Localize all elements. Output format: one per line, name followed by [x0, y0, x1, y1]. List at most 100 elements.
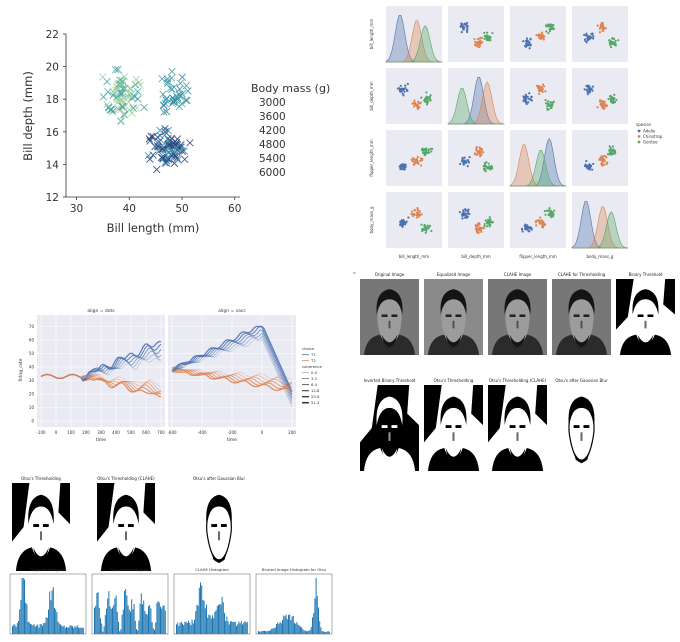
- pairplot-point: [483, 37, 486, 40]
- histogram-bar: [149, 605, 151, 634]
- histogram-bar: [109, 606, 111, 634]
- pairplot-point: [419, 101, 422, 104]
- histogram-bar: [182, 623, 183, 634]
- lineplot-x-tick--600: -600: [167, 430, 177, 435]
- scatter-point: [149, 151, 157, 159]
- lineplot-series-right-t2: [171, 369, 293, 388]
- bottom-image-2-title: Otsu's after Gaussian Blur: [192, 476, 246, 481]
- pairplot-point: [403, 163, 406, 166]
- grid-image-r1-1: Equalized Image: [424, 272, 483, 355]
- pairplot-point: [552, 24, 555, 27]
- histogram-bar: [243, 622, 245, 634]
- pairplot-point: [538, 33, 541, 36]
- histogram-bar: [27, 621, 29, 634]
- pairplot-point: [425, 103, 429, 106]
- grid-image-r1-1-image: [424, 279, 483, 355]
- histogram-bar: [207, 617, 209, 634]
- histogram-bar: [273, 628, 275, 634]
- lineplot-series-right-t2: [171, 369, 293, 390]
- lineplot-series-right-t2: [171, 367, 293, 385]
- scatter-point: [114, 65, 122, 74]
- scatter-y-tick-14: 14: [46, 159, 60, 171]
- lineplot-x-tick-300: 300: [97, 430, 105, 435]
- pairplot-point: [413, 158, 416, 161]
- pairplot-point: [527, 97, 530, 100]
- scatter-point: [103, 101, 111, 109]
- histogram-bar: [288, 614, 289, 634]
- histogram-bar: [301, 627, 303, 634]
- histogram-bar: [198, 587, 200, 634]
- pairplot-point: [527, 101, 530, 104]
- lineplot-y-tick-10: 10: [29, 405, 35, 410]
- pairplot-point: [474, 40, 477, 43]
- pairplot-point: [608, 39, 611, 42]
- histogram-bar: [219, 604, 221, 634]
- histogram-bar: [25, 602, 27, 634]
- pairplot-point: [541, 83, 545, 86]
- pairplot-point: [603, 163, 606, 166]
- histogram-bar: [19, 609, 21, 634]
- histogram-bar: [298, 625, 300, 634]
- scatter-point: [117, 116, 125, 125]
- pairplot-point: [588, 91, 591, 94]
- histogram-bar: [102, 631, 104, 634]
- grid-image-r1-0-title: Original Image: [374, 272, 405, 277]
- pairplot-point: [540, 31, 544, 34]
- pairplot-point: [586, 90, 589, 93]
- pairplot-point: [600, 102, 603, 105]
- pairplot-point: [424, 231, 427, 234]
- histogram-bar: [56, 612, 58, 634]
- pairplot-point: [541, 34, 545, 37]
- pairplot-point: [538, 222, 542, 225]
- grid-image-r1-0-image: [360, 279, 419, 355]
- scatter-point: [159, 154, 167, 162]
- pairplot-legend-item-Chinstrap: Chinstrap: [643, 134, 663, 139]
- histogram-bar: [40, 623, 42, 634]
- pairplot-legend-item-Adelie: Adelie: [643, 129, 656, 134]
- bottom-threshold-images: Otsu's Thresholding Otsu's Thresholding …: [0, 474, 260, 571]
- pairplot-x-label-bill_depth_mm: bill_depth_mm: [461, 254, 490, 259]
- scatter-point: [154, 143, 162, 151]
- histogram-bar: [124, 591, 125, 634]
- pairplot-point: [421, 157, 424, 160]
- pairplot-point: [591, 89, 594, 92]
- histogram-bar: [185, 621, 187, 634]
- pairplot-point: [478, 45, 481, 48]
- pairplot-point: [399, 168, 402, 171]
- pairplot-point: [464, 212, 467, 215]
- histogram-bar: [120, 629, 122, 634]
- pairplot-point: [585, 159, 588, 163]
- scatter-point: [114, 105, 123, 113]
- histogram-bar: [15, 626, 17, 634]
- pairplot-point: [411, 157, 415, 160]
- grid-image-r2-2-title: Otsu's Thresholding (CLAHE): [488, 378, 547, 383]
- pairplot-point: [588, 88, 592, 91]
- histogram-bar: [184, 621, 186, 634]
- pairplot-point: [413, 99, 416, 102]
- lineplot-ticks: 0 10 20 30 40 50 60 70 -100 0 100 200 300 400 500 600 70…: [29, 324, 296, 435]
- histogram-bar: [276, 624, 277, 634]
- histogram-bar: [188, 620, 189, 634]
- histogram-bar: [131, 599, 133, 634]
- pairplot-point: [466, 21, 469, 25]
- pairplot-point: [482, 227, 486, 230]
- pairplot-point: [612, 96, 615, 100]
- pairplot-point: [416, 106, 420, 109]
- pairplot-point: [416, 100, 420, 103]
- histogram-bar: [103, 626, 105, 634]
- pairplot-point: [541, 90, 544, 93]
- pairplot-point: [548, 28, 551, 31]
- lineplot-legend-item-6.4: 6.4: [311, 382, 318, 387]
- histogram-bar: [266, 631, 268, 634]
- histogram-bar: [31, 624, 33, 634]
- scatter-point: [144, 151, 153, 160]
- grid-image-r1-3-image: [552, 279, 611, 355]
- histogram-bar: [152, 628, 154, 634]
- pairplot-point: [610, 41, 613, 44]
- pairplot-point: [426, 224, 429, 227]
- histogram-bar: [244, 621, 246, 634]
- pairplot-point: [490, 165, 493, 168]
- lineplot-legend-item-T2: T2: [310, 358, 316, 363]
- pairplot-point: [592, 35, 595, 38]
- pairplot-point: [521, 230, 524, 233]
